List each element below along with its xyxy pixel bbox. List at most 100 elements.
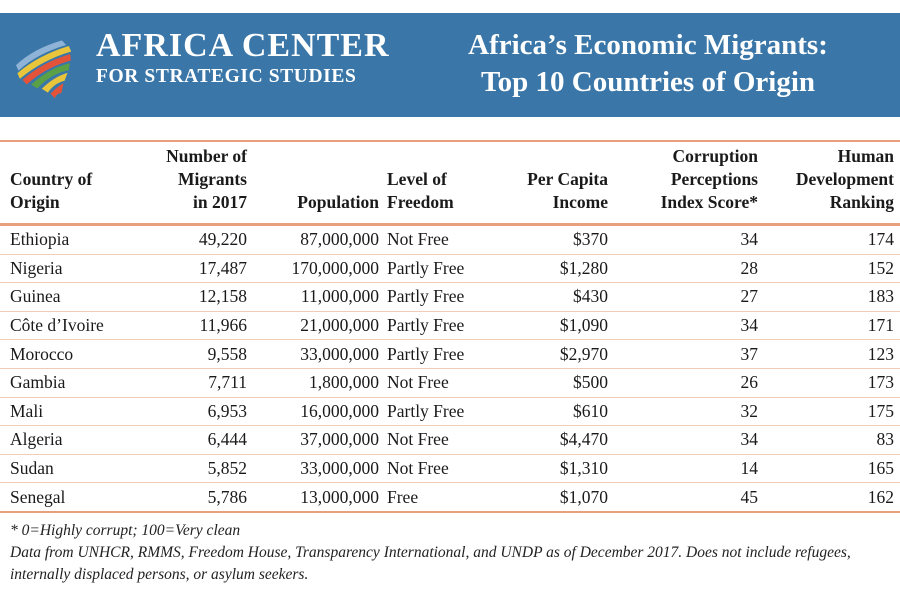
column-header-migrants: Number of Migrants in 2017 bbox=[141, 141, 251, 225]
column-header-line: Migrants bbox=[177, 169, 247, 189]
cell-country: Gambia bbox=[0, 368, 141, 398]
table-row: Algeria 6,444 37,000,000 Not Free $4,470 34 83 bbox=[0, 425, 900, 455]
column-header-line: Number of bbox=[166, 146, 247, 166]
cell-country: Morocco bbox=[0, 339, 141, 369]
cell-country: Guinea bbox=[0, 282, 141, 312]
column-header-line: Perceptions bbox=[670, 169, 758, 189]
cell-hdi: 152 bbox=[762, 254, 900, 284]
cell-freedom: Not Free bbox=[383, 224, 488, 255]
cell-country: Algeria bbox=[0, 425, 141, 455]
table-row: Senegal 5,786 13,000,000 Free $1,070 45 162 bbox=[0, 482, 900, 513]
table-row: Sudan 5,852 33,000,000 Not Free $1,310 14 165 bbox=[0, 454, 900, 484]
cell-freedom: Partly Free bbox=[383, 282, 488, 312]
cell-migrants: 5,786 bbox=[141, 482, 251, 513]
cell-hdi: 174 bbox=[762, 224, 900, 255]
cell-cpi: 34 bbox=[612, 311, 762, 341]
table-row: Mali 6,953 16,000,000 Partly Free $610 32 175 bbox=[0, 397, 900, 427]
table-row: Nigeria 17,487 170,000,000 Partly Free $1,28… bbox=[0, 254, 900, 284]
footnote-data-sources: Data from UNHCR, RMMS, Freedom House, Tr… bbox=[10, 544, 851, 583]
cell-freedom: Not Free bbox=[383, 425, 488, 455]
cell-cpi: 28 bbox=[612, 254, 762, 284]
cell-income: $4,470 bbox=[488, 425, 612, 455]
cell-migrants: 9,558 bbox=[141, 339, 251, 369]
migrants-table-container: Country of Origin Number of Migrants in 2017… bbox=[0, 140, 900, 513]
cell-migrants: 17,487 bbox=[141, 254, 251, 284]
org-name-line1: AFRICA CENTER bbox=[96, 27, 390, 64]
table-row: Morocco 9,558 33,000,000 Partly Free $2,970 3… bbox=[0, 339, 900, 369]
column-header-line: Corruption bbox=[672, 146, 758, 166]
cell-freedom: Partly Free bbox=[383, 397, 488, 427]
cell-income: $1,280 bbox=[488, 254, 612, 284]
table-header-row: Country of Origin Number of Migrants in 2017… bbox=[0, 141, 900, 225]
cell-income: $1,090 bbox=[488, 311, 612, 341]
cell-income: $430 bbox=[488, 282, 612, 312]
cell-country: Ethiopia bbox=[0, 224, 141, 255]
column-header-line: in 2017 bbox=[193, 192, 247, 212]
cell-freedom: Partly Free bbox=[383, 311, 488, 341]
cell-population: 170,000,000 bbox=[251, 254, 383, 284]
cell-income: $500 bbox=[488, 368, 612, 398]
column-header-country: Country of Origin bbox=[0, 141, 141, 225]
table-row: Côte d’Ivoire 11,966 21,000,000 Partly Free… bbox=[0, 311, 900, 341]
cell-hdi: 171 bbox=[762, 311, 900, 341]
cell-freedom: Partly Free bbox=[383, 254, 488, 284]
table-row: Guinea 12,158 11,000,000 Partly Free $430 27 1… bbox=[0, 282, 900, 312]
cell-population: 37,000,000 bbox=[251, 425, 383, 455]
organization-name: AFRICA CENTER FOR STRATEGIC STUDIES bbox=[96, 27, 390, 89]
cell-cpi: 45 bbox=[612, 482, 762, 513]
cell-migrants: 12,158 bbox=[141, 282, 251, 312]
footnote-corruption-scale: * 0=Highly corrupt; 100=Very clean bbox=[10, 522, 241, 539]
column-header-line: Freedom bbox=[387, 192, 454, 212]
cell-freedom: Free bbox=[383, 482, 488, 513]
table-body: Ethiopia 49,220 87,000,000 Not Free $370 34 17… bbox=[0, 224, 900, 513]
cell-income: $610 bbox=[488, 397, 612, 427]
cell-cpi: 34 bbox=[612, 224, 762, 255]
table-row: Ethiopia 49,220 87,000,000 Not Free $370 34 17… bbox=[0, 224, 900, 255]
column-header-population: Population bbox=[251, 141, 383, 225]
cell-hdi: 173 bbox=[762, 368, 900, 398]
cell-migrants: 49,220 bbox=[141, 224, 251, 255]
cell-migrants: 6,444 bbox=[141, 425, 251, 455]
cell-income: $370 bbox=[488, 224, 612, 255]
cell-country: Nigeria bbox=[0, 254, 141, 284]
column-header-freedom: Level of Freedom bbox=[383, 141, 488, 225]
column-header-line: Population bbox=[297, 192, 379, 212]
cell-migrants: 6,953 bbox=[141, 397, 251, 427]
column-header-line: Level of bbox=[387, 169, 447, 189]
cell-hdi: 162 bbox=[762, 482, 900, 513]
column-header-line: Human bbox=[837, 146, 894, 166]
africa-continent-stripes-icon bbox=[15, 40, 72, 99]
column-header-line: Income bbox=[552, 192, 608, 212]
cell-income: $2,970 bbox=[488, 339, 612, 369]
column-header-cpi: Corruption Perceptions Index Score* bbox=[612, 141, 762, 225]
cell-income: $1,310 bbox=[488, 454, 612, 484]
cell-country: Mali bbox=[0, 397, 141, 427]
cell-cpi: 14 bbox=[612, 454, 762, 484]
cell-cpi: 26 bbox=[612, 368, 762, 398]
cell-population: 21,000,000 bbox=[251, 311, 383, 341]
column-header-line: Index Score* bbox=[660, 192, 758, 212]
cell-hdi: 183 bbox=[762, 282, 900, 312]
column-header-line: Origin bbox=[10, 192, 60, 212]
cell-cpi: 34 bbox=[612, 425, 762, 455]
cell-hdi: 165 bbox=[762, 454, 900, 484]
cell-migrants: 5,852 bbox=[141, 454, 251, 484]
cell-migrants: 7,711 bbox=[141, 368, 251, 398]
table-row: Gambia 7,711 1,800,000 Not Free $500 26 173 bbox=[0, 368, 900, 398]
cell-country: Senegal bbox=[0, 482, 141, 513]
cell-freedom: Partly Free bbox=[383, 339, 488, 369]
column-header-line: Development bbox=[795, 169, 894, 189]
cell-population: 33,000,000 bbox=[251, 339, 383, 369]
cell-hdi: 175 bbox=[762, 397, 900, 427]
header-banner: AFRICA CENTER FOR STRATEGIC STUDIES Afri… bbox=[0, 13, 900, 117]
cell-population: 1,800,000 bbox=[251, 368, 383, 398]
cell-cpi: 32 bbox=[612, 397, 762, 427]
column-header-income: Per Capita Income bbox=[488, 141, 612, 225]
footnotes: * 0=Highly corrupt; 100=Very clean Data … bbox=[10, 520, 896, 586]
cell-hdi: 123 bbox=[762, 339, 900, 369]
cell-freedom: Not Free bbox=[383, 454, 488, 484]
page-title: Africa’s Economic Migrants: Top 10 Count… bbox=[430, 27, 866, 101]
column-header-hdi: Human Development Ranking bbox=[762, 141, 900, 225]
cell-population: 16,000,000 bbox=[251, 397, 383, 427]
cell-population: 11,000,000 bbox=[251, 282, 383, 312]
